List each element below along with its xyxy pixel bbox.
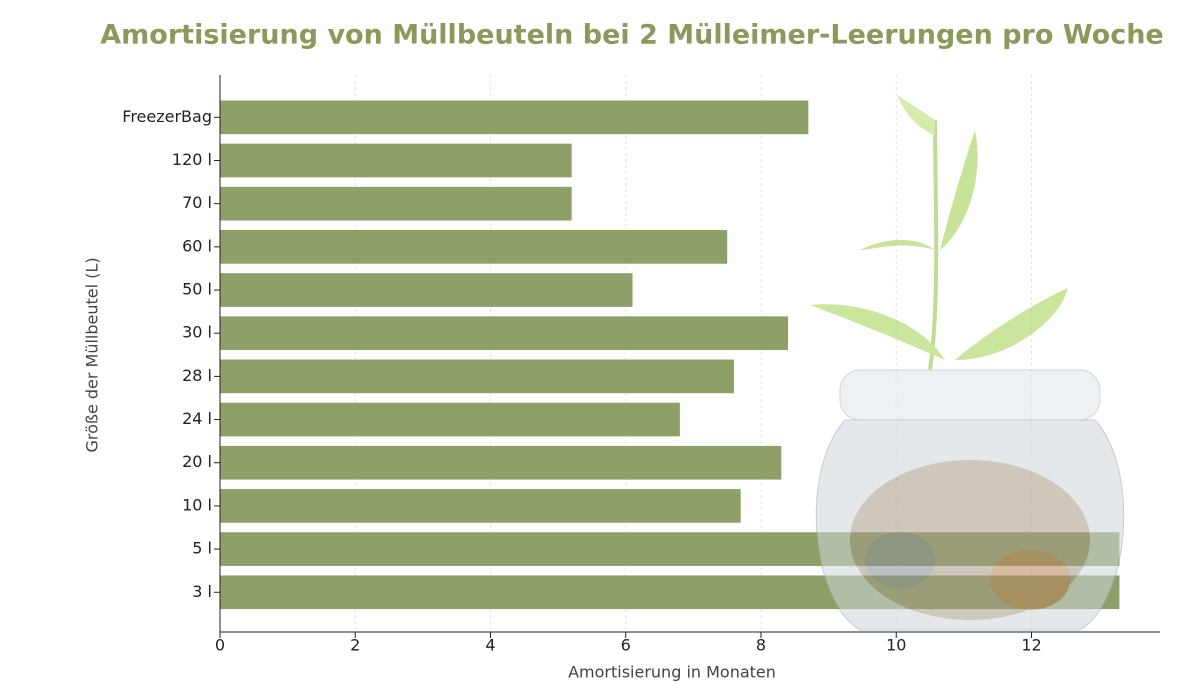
bar (220, 489, 741, 523)
x-tick-label: 8 (756, 636, 766, 655)
x-tick-label: 12 (1021, 636, 1041, 655)
y-tick-label: 60 l (182, 236, 212, 255)
y-tick-label: 120 l (172, 150, 212, 169)
x-tick-label: 0 (215, 636, 225, 655)
bar (220, 186, 572, 221)
y-tick-label: 10 l (182, 495, 212, 514)
bar (220, 402, 680, 437)
y-axis-label: Größe der Müllbeutel (L) (83, 257, 102, 452)
bar (220, 445, 782, 480)
y-tick-label: 70 l (182, 193, 212, 212)
y-tick-label: 5 l (192, 539, 212, 558)
bar (220, 143, 572, 178)
y-tick-label: FreezerBag (122, 107, 212, 126)
y-tick-label: 3 l (192, 582, 212, 601)
bar (220, 230, 728, 264)
y-tick-label: 24 l (182, 409, 212, 428)
jar-decoration (810, 95, 1125, 631)
x-tick-label: 4 (485, 636, 495, 655)
x-tick-label: 6 (621, 636, 631, 655)
chart-title: Amortisierung von Müllbeuteln bei 2 Müll… (100, 20, 1163, 51)
y-tick-label: 30 l (182, 323, 212, 342)
y-tick-label: 28 l (182, 366, 212, 385)
bar (220, 316, 789, 351)
bar (220, 359, 734, 394)
x-axis-label: Amortisierung in Monaten (568, 663, 776, 682)
x-tick-label: 2 (350, 636, 360, 655)
x-tick-label: 10 (886, 636, 906, 655)
y-tick-label: 20 l (182, 452, 212, 471)
bar (220, 100, 809, 135)
bar (220, 273, 633, 307)
y-tick-label: 50 l (182, 280, 212, 299)
